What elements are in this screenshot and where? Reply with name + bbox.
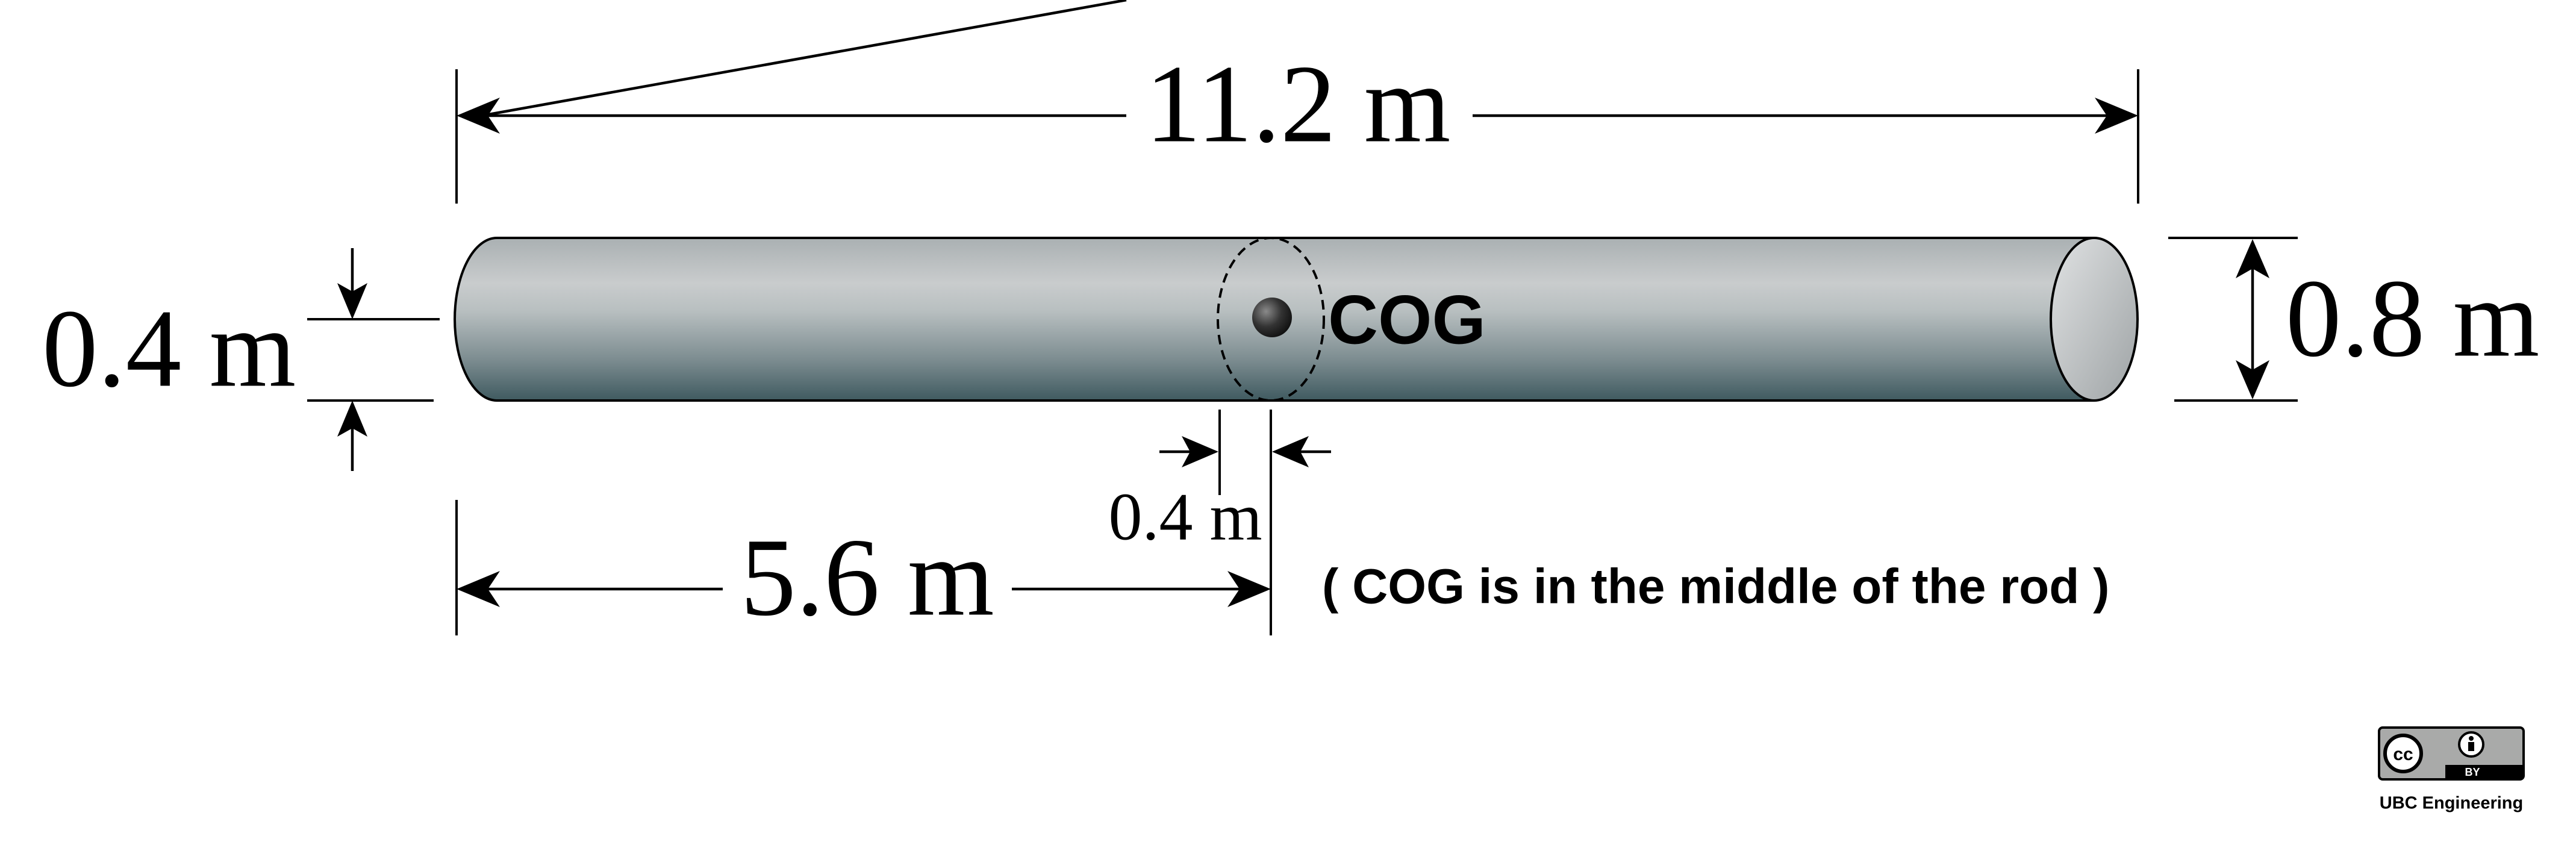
- by-text: BY: [2465, 766, 2480, 778]
- license-badge: cc BY UBC Engineering: [2378, 726, 2525, 813]
- dimension-radius: 0.4 m: [42, 248, 440, 471]
- rod-end-cap: [2050, 237, 2139, 402]
- rod: [454, 237, 2139, 402]
- cog-label: COG: [1328, 281, 1486, 358]
- diameter-label: 0.8 m: [2286, 257, 2539, 380]
- total-length-label: 11.2 m: [1145, 42, 1450, 166]
- attribution-icon: [2458, 731, 2484, 758]
- half-length-label: 5.6 m: [740, 516, 994, 639]
- dimension-half-length: 5.6 m: [455, 500, 1271, 639]
- cog-marker: COG: [1217, 237, 1486, 402]
- cog-section-ellipse: [1217, 237, 1325, 402]
- cog-half-width-label: 0.4 m: [1108, 480, 1262, 555]
- dimension-total-length: 11.2 m: [455, 0, 2139, 204]
- dimension-cog-half-width: 0.4 m: [1108, 410, 1331, 635]
- dimension-diameter: 0.8 m: [2168, 237, 2539, 402]
- cog-note: ( COG is in the middle of the rod ): [1322, 560, 2109, 614]
- radius-label: 0.4 m: [42, 287, 296, 410]
- cc-text: cc: [2393, 744, 2413, 764]
- cog-dot: [1252, 298, 1292, 337]
- credit-text: UBC Engineering: [2380, 794, 2523, 813]
- creative-commons-icon: cc: [2383, 734, 2423, 773]
